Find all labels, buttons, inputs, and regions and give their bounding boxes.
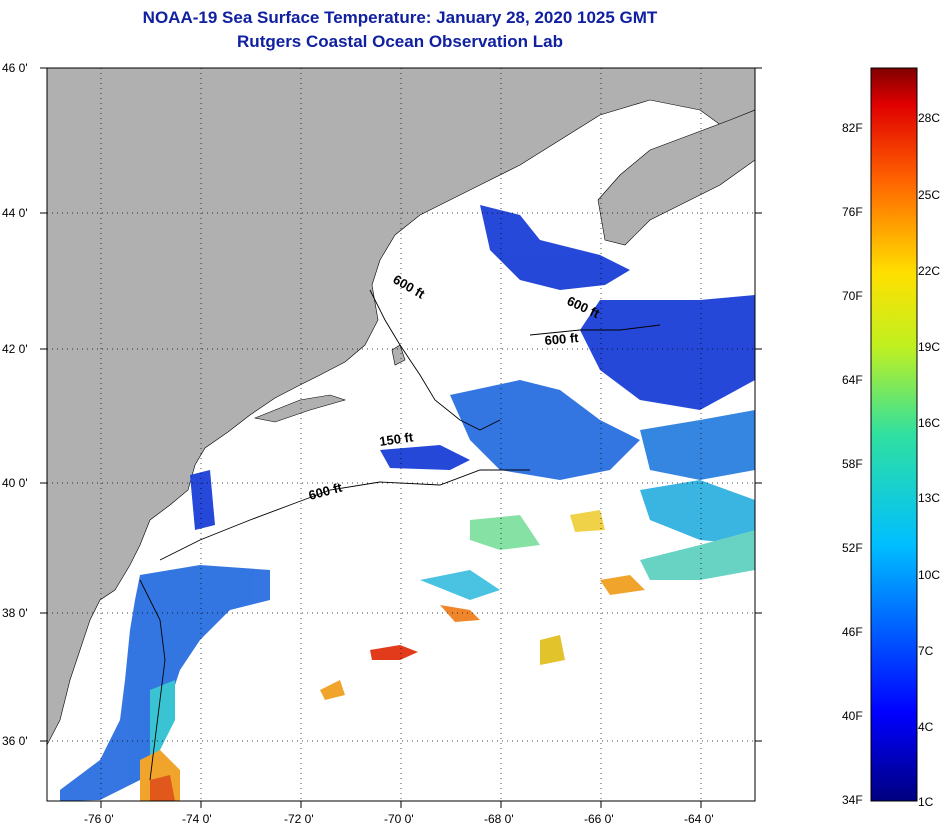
- colorbar-f-label: 52F: [842, 541, 863, 555]
- contour-label-600-c: 600 ft: [544, 330, 580, 348]
- colorbar-f-label: 64F: [842, 373, 863, 387]
- sst-patches: [60, 205, 755, 801]
- colorbar-f-label: 82F: [842, 121, 863, 135]
- lat-label: 44 0': [2, 206, 28, 220]
- depth-contours: [139, 289, 661, 781]
- colorbar-c-label: 13C: [918, 491, 941, 505]
- colorbar-c-label: 10C: [918, 568, 941, 582]
- contour-label-150: 150 ft: [378, 429, 414, 449]
- colorbar-c-label: 7C: [918, 644, 934, 658]
- colorbar-f-label: 46F: [842, 625, 863, 639]
- lat-label: 36 0': [2, 734, 28, 748]
- colorbar-c-label: 19C: [918, 340, 941, 354]
- lat-label: 46 0': [2, 61, 28, 75]
- map-subtitle: Rutgers Coastal Ocean Observation Lab: [237, 32, 563, 51]
- colorbar-c-label: 25C: [918, 188, 941, 202]
- colorbar-f-label: 34F: [842, 793, 863, 807]
- lon-label: -66 0': [584, 812, 614, 826]
- map-title: NOAA-19 Sea Surface Temperature: January…: [142, 8, 658, 27]
- colorbar-c-label: 1C: [918, 795, 934, 809]
- lon-label: -70 0': [384, 812, 414, 826]
- lon-label: -76 0': [84, 812, 114, 826]
- colorbar-f-label: 76F: [842, 205, 863, 219]
- lat-lon-grid: [47, 68, 755, 801]
- land-cape-cod: [391, 344, 406, 366]
- axis-ticks: [40, 67, 762, 808]
- lat-label: 42 0': [2, 342, 28, 356]
- colorbar-c-label: 16C: [918, 416, 941, 430]
- land-mainland: [47, 68, 755, 746]
- colorbar-c-label: 28C: [918, 111, 941, 125]
- lat-label: 40 0': [2, 476, 28, 490]
- colorbar-f-label: 58F: [842, 457, 863, 471]
- colorbar: [870, 67, 918, 802]
- lon-label: -64 0': [684, 812, 714, 826]
- lon-label: -68 0': [484, 812, 514, 826]
- colorbar-c-label: 4C: [918, 720, 934, 734]
- colorbar-f-label: 70F: [842, 289, 863, 303]
- land-long-island: [253, 394, 347, 423]
- lon-label: -74 0': [182, 812, 212, 826]
- colorbar-c-label: 22C: [918, 264, 941, 278]
- land-nova-scotia: [597, 109, 755, 246]
- colorbar-f-label: 40F: [842, 709, 863, 723]
- lon-label: -72 0': [284, 812, 314, 826]
- lat-label: 38 0': [2, 606, 28, 620]
